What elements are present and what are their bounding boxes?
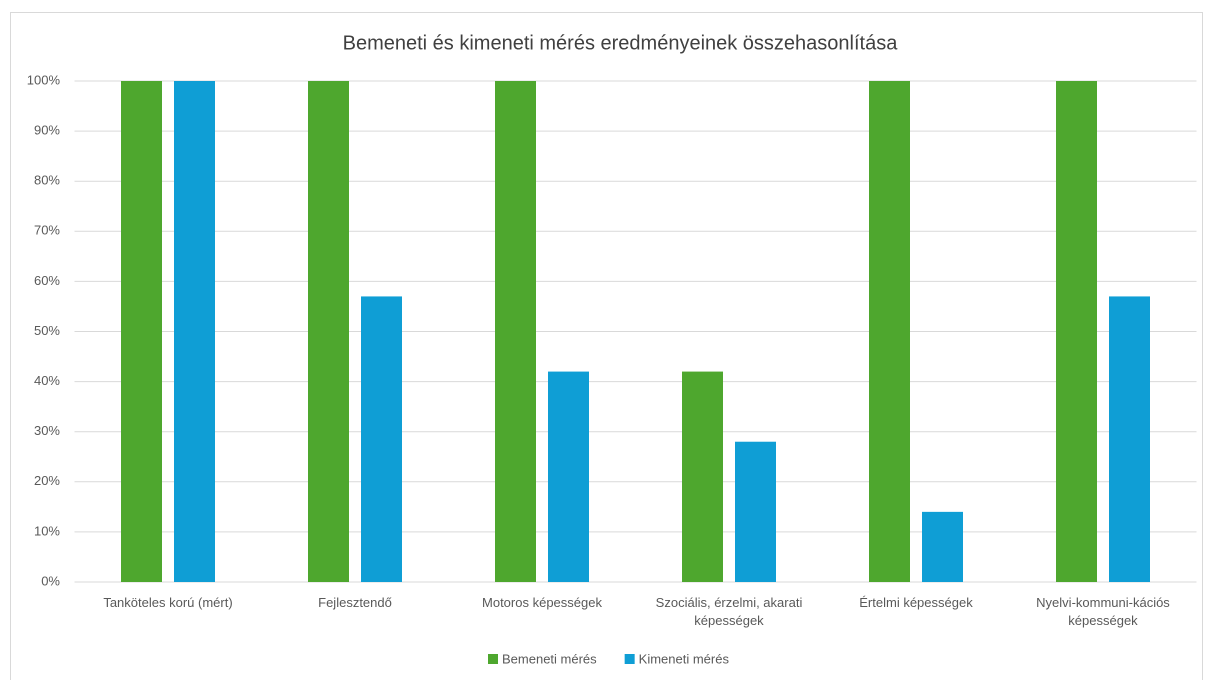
chart-border <box>10 12 1203 680</box>
bar <box>308 81 349 582</box>
y-tick-label: 80% <box>34 173 60 188</box>
x-tick-label: Értelmi képességek <box>859 595 973 610</box>
bar <box>869 81 910 582</box>
y-tick-label: 10% <box>34 523 60 538</box>
y-tick-label: 100% <box>27 72 61 87</box>
bar <box>174 81 215 582</box>
x-tick-label: Motoros képességek <box>482 595 602 610</box>
y-tick-label: 90% <box>34 123 60 138</box>
x-tick-label: Tanköteles korú (mért) <box>103 595 233 610</box>
bar <box>495 81 536 582</box>
x-tick-label: Fejlesztendő <box>318 595 392 610</box>
y-tick-label: 0% <box>41 573 60 588</box>
bar <box>1056 81 1097 582</box>
y-tick-label: 70% <box>34 223 60 238</box>
legend-label: Kimeneti mérés <box>639 651 730 666</box>
y-tick-label: 30% <box>34 423 60 438</box>
bar <box>922 511 963 582</box>
bar <box>1109 296 1150 582</box>
bar <box>735 441 776 582</box>
legend-swatch <box>624 654 635 664</box>
bar <box>548 371 589 582</box>
y-tick-label: 20% <box>34 473 60 488</box>
chart-title: Bemeneti és kimeneti mérés eredményeinek… <box>343 32 899 54</box>
bar <box>361 296 402 582</box>
y-tick-label: 60% <box>34 273 60 288</box>
x-tick-label: Nyelvi-kommuni-kációs képességek <box>1036 595 1170 628</box>
x-tick-label: Szociális, érzelmi, akarati képességek <box>655 595 803 628</box>
legend-label: Bemeneti mérés <box>502 651 597 666</box>
bar <box>121 81 162 582</box>
y-tick-label: 50% <box>34 323 60 338</box>
bar <box>682 371 723 582</box>
y-tick-label: 40% <box>34 373 60 388</box>
legend-swatch <box>488 654 498 664</box>
